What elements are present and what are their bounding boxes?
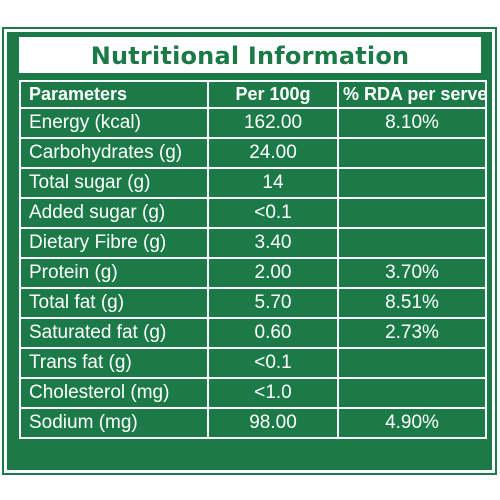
per-100g-cell: <0.1 xyxy=(207,347,339,379)
nutrition-panel: Nutritional Information Parameters Per 1… xyxy=(2,27,497,475)
parameter-cell: Cholesterol (mg) xyxy=(19,377,209,409)
panel-title: Nutritional Information xyxy=(19,37,481,73)
parameter-cell: Saturated fat (g) xyxy=(19,317,209,349)
table-row: Carbohydrates (g) 24.00 xyxy=(19,137,487,169)
rda-cell xyxy=(337,167,487,199)
per-100g-cell: 5.70 xyxy=(207,287,339,319)
table-row: Trans fat (g) <0.1 xyxy=(19,347,487,379)
nutrition-table: Parameters Per 100g % RDA per serve Ener… xyxy=(19,80,487,439)
table-row: Protein (g) 2.00 3.70% xyxy=(19,257,487,289)
rda-cell: 8.51% xyxy=(337,287,487,319)
per-100g-cell: 3.40 xyxy=(207,227,339,259)
rda-cell xyxy=(337,377,487,409)
table-row: Total sugar (g) 14 xyxy=(19,167,487,199)
parameter-cell: Total sugar (g) xyxy=(19,167,209,199)
header-parameters: Parameters xyxy=(19,80,209,109)
per-100g-cell: 98.00 xyxy=(207,407,339,439)
per-100g-cell: <0.1 xyxy=(207,197,339,229)
parameter-cell: Total fat (g) xyxy=(19,287,209,319)
per-100g-cell: 2.00 xyxy=(207,257,339,289)
rda-cell: 8.10% xyxy=(337,107,487,139)
per-100g-cell: <1.0 xyxy=(207,377,339,409)
table-row: Dietary Fibre (g) 3.40 xyxy=(19,227,487,259)
table-row: Total fat (g) 5.70 8.51% xyxy=(19,287,487,319)
parameter-cell: Sodium (mg) xyxy=(19,407,209,439)
table-row: Cholesterol (mg) <1.0 xyxy=(19,377,487,409)
parameter-cell: Protein (g) xyxy=(19,257,209,289)
table-row: Energy (kcal) 162.00 8.10% xyxy=(19,107,487,139)
header-per-100g: Per 100g xyxy=(207,80,339,109)
parameter-cell: Trans fat (g) xyxy=(19,347,209,379)
per-100g-cell: 0.60 xyxy=(207,317,339,349)
table-row: Added sugar (g) <0.1 xyxy=(19,197,487,229)
table-header-row: Parameters Per 100g % RDA per serve xyxy=(19,80,487,109)
rda-cell xyxy=(337,197,487,229)
table-row: Saturated fat (g) 0.60 2.73% xyxy=(19,317,487,349)
rda-cell: 2.73% xyxy=(337,317,487,349)
rda-cell xyxy=(337,347,487,379)
parameter-cell: Carbohydrates (g) xyxy=(19,137,209,169)
parameter-cell: Added sugar (g) xyxy=(19,197,209,229)
per-100g-cell: 162.00 xyxy=(207,107,339,139)
rda-cell xyxy=(337,137,487,169)
parameter-cell: Energy (kcal) xyxy=(19,107,209,139)
rda-cell: 4.90% xyxy=(337,407,487,439)
per-100g-cell: 14 xyxy=(207,167,339,199)
rda-cell xyxy=(337,227,487,259)
per-100g-cell: 24.00 xyxy=(207,137,339,169)
rda-cell: 3.70% xyxy=(337,257,487,289)
parameter-cell: Dietary Fibre (g) xyxy=(19,227,209,259)
table-row: Sodium (mg) 98.00 4.90% xyxy=(19,407,487,439)
header-rda-per-serve: % RDA per serve xyxy=(337,80,487,109)
